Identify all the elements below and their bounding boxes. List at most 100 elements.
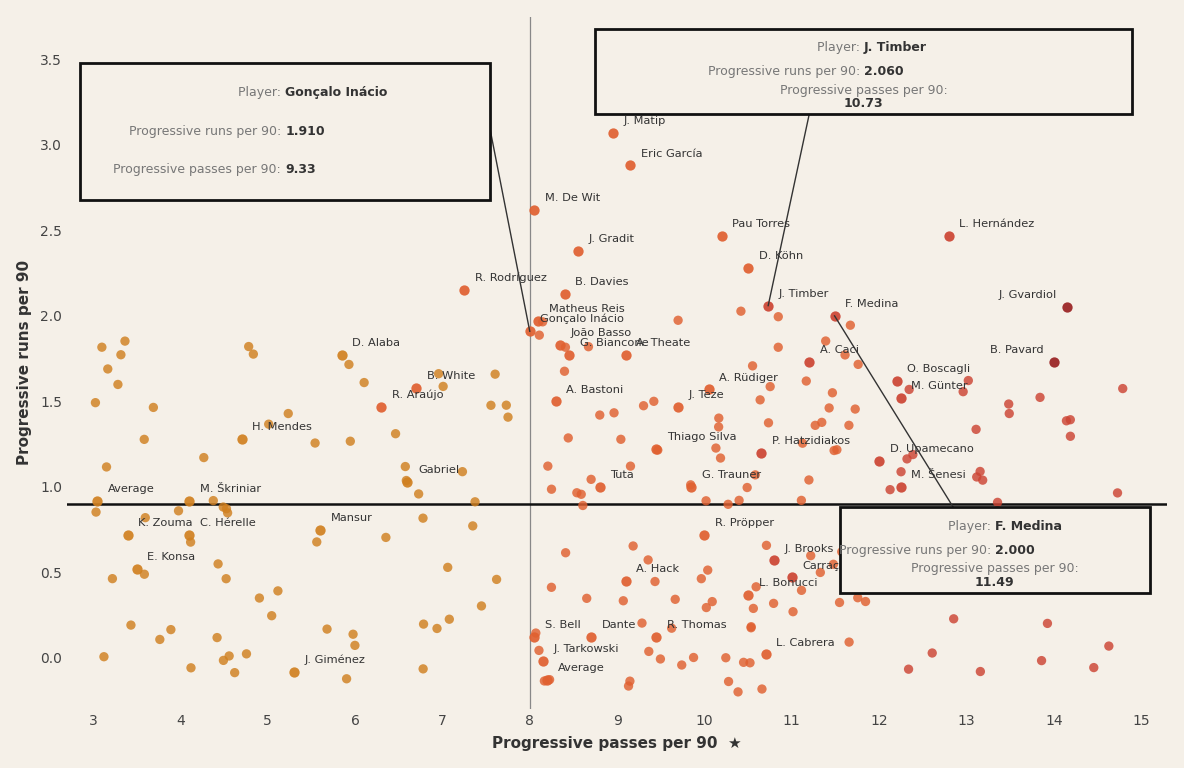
Point xyxy=(547,396,566,408)
Point xyxy=(681,478,700,491)
Point xyxy=(568,245,587,257)
Text: J. Tarkowski: J. Tarkowski xyxy=(553,644,619,654)
Point xyxy=(645,575,664,588)
Point xyxy=(310,524,329,536)
Bar xyxy=(81,63,490,200)
Point xyxy=(559,432,578,444)
Text: Gabriel: Gabriel xyxy=(418,465,459,475)
Point xyxy=(498,411,517,423)
Point xyxy=(204,495,223,507)
Point xyxy=(590,481,609,493)
Point xyxy=(355,376,374,389)
Text: R. Thomas: R. Thomas xyxy=(667,621,727,631)
Point xyxy=(207,631,226,644)
Point xyxy=(691,572,710,584)
Point xyxy=(757,648,776,660)
Point xyxy=(487,573,506,585)
Text: J. Teze: J. Teze xyxy=(689,389,725,399)
Point xyxy=(161,624,180,636)
Point xyxy=(764,598,783,610)
Point xyxy=(429,368,448,380)
Point xyxy=(620,159,639,171)
Point xyxy=(700,383,719,396)
Text: 2.000: 2.000 xyxy=(995,544,1035,557)
Point xyxy=(613,594,632,607)
Point xyxy=(194,452,213,464)
Point xyxy=(453,465,472,478)
Text: B. White: B. White xyxy=(426,371,475,381)
Point xyxy=(317,623,336,635)
Point xyxy=(305,437,324,449)
Point xyxy=(999,398,1018,410)
Text: B. Pavard: B. Pavard xyxy=(990,345,1043,356)
Point xyxy=(887,375,906,387)
Point xyxy=(262,610,281,622)
Point xyxy=(918,531,937,544)
Point xyxy=(765,554,784,567)
Point xyxy=(839,636,858,648)
Point xyxy=(635,399,654,412)
Point xyxy=(1061,430,1080,442)
Point xyxy=(551,339,570,351)
Point xyxy=(372,400,391,412)
Point xyxy=(109,379,128,391)
Point xyxy=(465,495,484,508)
Text: M. De Wit: M. De Wit xyxy=(545,193,600,203)
Point xyxy=(340,359,359,371)
Point xyxy=(433,380,452,392)
Text: A. Laporte: A. Laporte xyxy=(654,38,712,48)
Point xyxy=(669,314,688,326)
Point xyxy=(806,419,825,432)
Point xyxy=(792,495,811,507)
Point xyxy=(747,581,766,593)
X-axis label: Progressive passes per 90  ★: Progressive passes per 90 ★ xyxy=(493,737,742,751)
Point xyxy=(997,519,1016,531)
Text: K. Zouma: K. Zouma xyxy=(139,518,193,528)
Point xyxy=(617,349,636,362)
Point xyxy=(812,416,831,429)
Point xyxy=(699,564,718,576)
Text: Player:: Player: xyxy=(817,41,864,54)
Point xyxy=(529,315,548,327)
Point xyxy=(816,335,835,347)
Point xyxy=(845,403,864,415)
Point xyxy=(728,686,747,698)
Point xyxy=(823,386,842,399)
Text: J. Gradit: J. Gradit xyxy=(588,234,635,244)
Text: D. Alaba: D. Alaba xyxy=(353,339,400,349)
Point xyxy=(799,474,818,486)
Point xyxy=(1061,414,1080,426)
Text: Progressive passes per 90:: Progressive passes per 90: xyxy=(910,562,1079,575)
Point xyxy=(410,488,429,500)
Point xyxy=(579,340,598,353)
Text: J. Gvardiol: J. Gvardiol xyxy=(998,290,1056,300)
Point xyxy=(217,502,236,515)
Point xyxy=(556,341,575,353)
Point xyxy=(713,230,732,242)
Point xyxy=(439,613,458,625)
Point xyxy=(695,528,714,541)
Point xyxy=(181,662,200,674)
Text: P. Hatzidiakos: P. Hatzidiakos xyxy=(772,435,850,446)
Text: B. Davies: B. Davies xyxy=(575,276,629,286)
Text: A. Hack: A. Hack xyxy=(636,564,680,574)
Text: A. Bastoni: A. Bastoni xyxy=(566,385,624,395)
Point xyxy=(639,645,658,657)
Point xyxy=(535,675,554,687)
Point xyxy=(797,375,816,387)
Point xyxy=(959,374,978,386)
Point xyxy=(127,563,146,575)
Point xyxy=(619,680,638,692)
Point xyxy=(830,596,849,608)
Point xyxy=(472,600,491,612)
Point xyxy=(760,380,779,392)
Point xyxy=(527,627,546,639)
Point xyxy=(116,335,135,347)
Text: C. Hérelle: C. Hérelle xyxy=(200,518,256,528)
Text: J. Giménez: J. Giménez xyxy=(304,654,366,664)
Point xyxy=(97,461,116,473)
Point xyxy=(697,601,716,614)
Point xyxy=(832,545,851,558)
Point xyxy=(220,650,239,662)
Point xyxy=(620,460,639,472)
